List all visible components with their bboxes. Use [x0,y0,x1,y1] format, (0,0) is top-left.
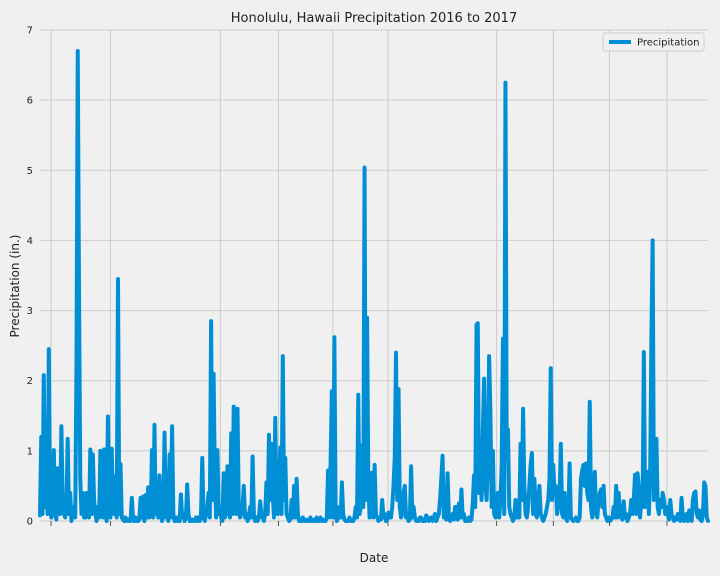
series-layer [38,49,710,523]
grid [40,29,708,522]
y-tick-label: 6 [27,96,33,107]
legend-label-precipitation: Precipitation [637,38,700,49]
y-tick-label: 4 [27,236,33,247]
legend: Precipitation [602,32,705,52]
y-tick-label: 0 [27,517,33,528]
plot-area [40,30,708,521]
y-tick-label: 1 [27,446,33,457]
y-tick-label: 5 [27,166,33,177]
series-line-precipitation [38,49,710,523]
y-tick-label: 3 [27,306,33,317]
legend-box [602,32,705,52]
x-axis-label: Date [360,551,389,565]
y-tick-label: 2 [27,376,33,387]
y-tick-labels: 0 1 2 3 4 5 6 7 [27,26,33,528]
x-tick-marks [50,521,668,526]
y-axis-label: Precipitation (in.) [8,235,22,338]
y-tick-label: 7 [27,26,33,37]
chart-title: Honolulu, Hawaii Precipitation 2016 to 2… [231,11,517,26]
